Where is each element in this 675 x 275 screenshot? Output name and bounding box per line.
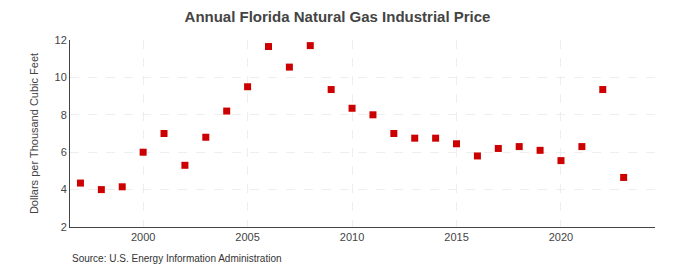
svg-text:2020: 2020 [549, 231, 573, 243]
svg-text:Annual Florida Natural Gas Ind: Annual Florida Natural Gas Industrial Pr… [185, 8, 491, 25]
svg-text:8: 8 [61, 109, 67, 121]
svg-text:2005: 2005 [235, 231, 259, 243]
svg-text:2015: 2015 [444, 231, 468, 243]
svg-text:10: 10 [55, 71, 67, 83]
svg-text:12: 12 [55, 34, 67, 46]
svg-text:2: 2 [61, 221, 67, 233]
svg-text:4: 4 [61, 183, 67, 195]
svg-text:Dollars per Thousand Cubic Fee: Dollars per Thousand Cubic Feet [28, 53, 40, 214]
svg-text:Source: U.S. Energy Informatio: Source: U.S. Energy Information Administ… [72, 253, 282, 264]
svg-text:6: 6 [61, 146, 67, 158]
svg-text:2000: 2000 [131, 231, 155, 243]
svg-text:2010: 2010 [340, 231, 364, 243]
